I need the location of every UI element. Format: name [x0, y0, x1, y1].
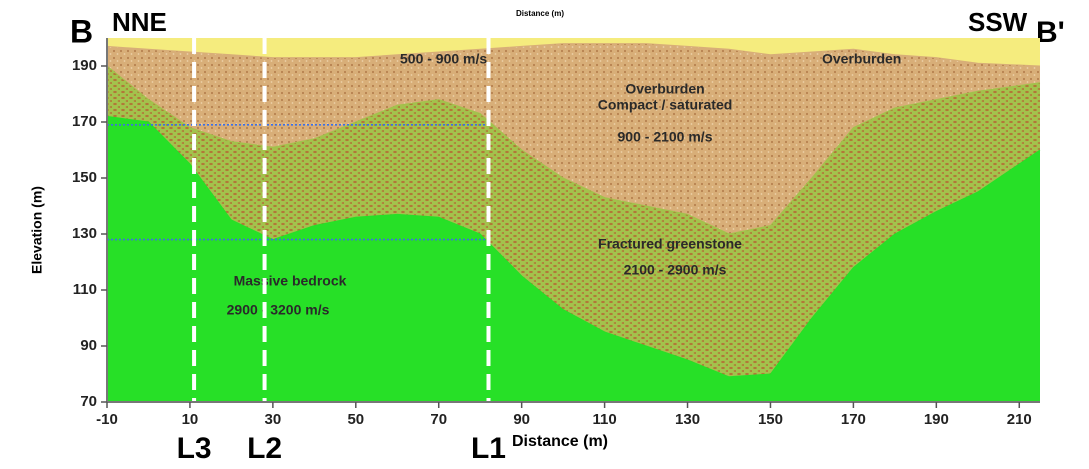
y-tick-label: 190 — [72, 57, 97, 74]
y-axis-label: Elevation (m) — [29, 186, 45, 274]
y-tick-label: 90 — [80, 337, 97, 354]
x-tick-label: 10 — [182, 411, 199, 428]
y-tick-label: 70 — [80, 393, 97, 410]
x-tick-label: 70 — [430, 411, 447, 428]
chart: Distance (m) Distance (m) Elevation (m) … — [0, 0, 1089, 469]
y-tick-label: 130 — [72, 225, 97, 242]
x-tick-label: 30 — [265, 411, 282, 428]
x-tick-label: 150 — [758, 411, 783, 428]
annotation: Overburden — [822, 51, 901, 67]
annotation: Overburden — [625, 81, 704, 97]
x-tick-label: 190 — [924, 411, 949, 428]
x-tick-label: 130 — [675, 411, 700, 428]
x-tick-label: -10 — [96, 411, 118, 428]
y-tick-label: 110 — [73, 281, 97, 298]
well-label: L1 — [471, 432, 506, 465]
corner-label: NNE — [112, 7, 167, 37]
x-tick-label: 210 — [1007, 411, 1032, 428]
top-label: Distance (m) — [516, 9, 564, 18]
x-tick-label: 90 — [513, 411, 530, 428]
x-tick-label: 170 — [841, 411, 866, 428]
x-tick-label: 50 — [347, 411, 364, 428]
x-axis-label: Distance (m) — [512, 433, 608, 450]
annotation: 2100 - 2900 m/s — [624, 262, 727, 278]
well-label: L3 — [177, 432, 212, 465]
well-label: L2 — [247, 432, 282, 465]
annotation: Fractured greenstone — [598, 236, 742, 252]
corner-label: SSW — [968, 7, 1028, 37]
annotation: Compact / saturated — [598, 97, 733, 113]
y-tick-label: 150 — [72, 169, 97, 186]
annotation: 900 - 2100 m/s — [618, 129, 713, 145]
annotation: 500 - 900 m/s — [400, 51, 487, 67]
annotation: Massive bedrock — [234, 273, 347, 289]
x-tick-label: 110 — [592, 411, 616, 428]
annotation: 2900 - 3200 m/s — [227, 302, 330, 318]
y-tick-label: 170 — [72, 113, 97, 130]
corner-label: B' — [1036, 16, 1065, 49]
corner-label: B — [70, 13, 93, 49]
